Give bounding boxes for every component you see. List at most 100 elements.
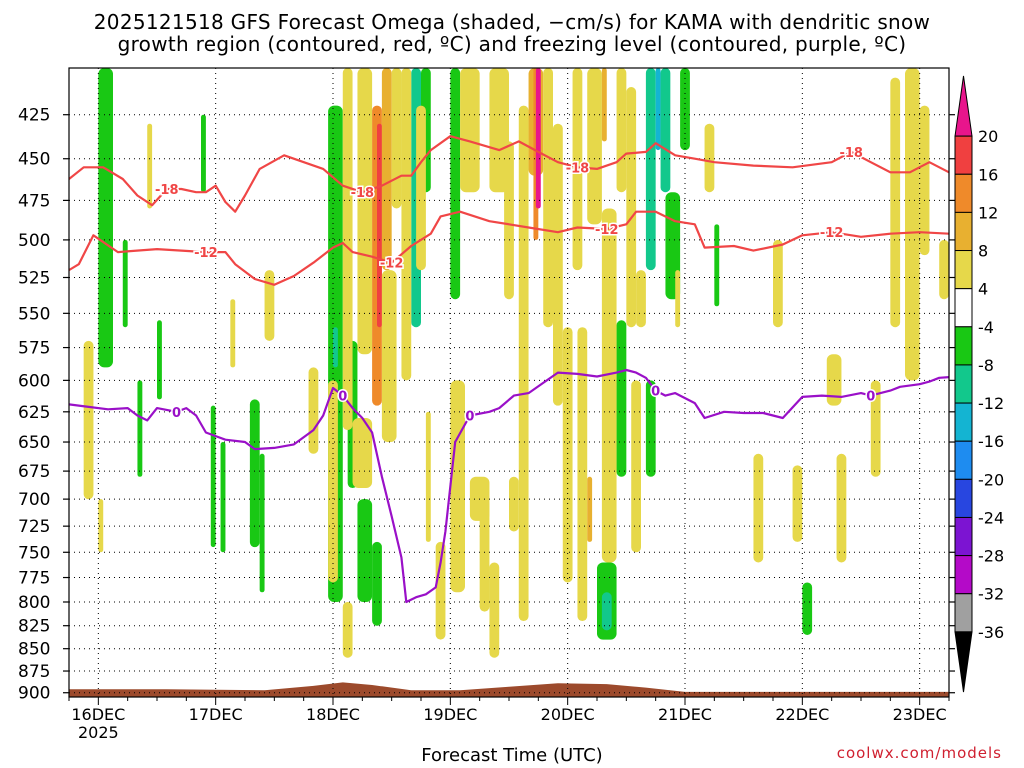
- omega-blob: [479, 499, 490, 612]
- contour-label: -18: [566, 161, 590, 176]
- contour-label: 0: [465, 410, 474, 425]
- colorbar-label: 16: [978, 165, 998, 184]
- omega-blob: [342, 68, 353, 431]
- colorbar: 20 16 12 8 4 -4 -8 -12 -16 -20 -24 -28 -32 -36: [954, 75, 1004, 693]
- time-tick-label: 16DEC: [71, 705, 125, 724]
- terrain-layer: [69, 682, 949, 697]
- omega-blob: [680, 68, 690, 151]
- omega-blob: [577, 327, 588, 622]
- contour-label: -18: [155, 183, 179, 198]
- pressure-tick-label: 450: [18, 150, 50, 170]
- omega-blob: [631, 380, 641, 553]
- omega-blob: [83, 340, 94, 500]
- pressure-tick-label: 500: [18, 231, 50, 251]
- colorbar-top-arrow: [954, 75, 973, 137]
- contour-line: [69, 368, 949, 604]
- contour-label: 0: [866, 390, 875, 405]
- omega-blob: [157, 320, 162, 400]
- omega-blob: [572, 68, 583, 271]
- colorbar-swatch: [954, 211, 973, 252]
- omega-blob: [939, 239, 949, 300]
- omega-blob: [645, 380, 656, 477]
- omega-blob: [504, 141, 514, 300]
- colorbar-label: -28: [978, 547, 1004, 566]
- pressure-tick-label: 825: [18, 617, 50, 637]
- contour-label: -12: [820, 226, 844, 241]
- contour-label: -12: [194, 246, 218, 261]
- time-tick-label: 17DEC: [189, 705, 243, 724]
- omega-blob: [792, 465, 803, 542]
- omega-blob: [259, 453, 265, 593]
- pressure-tick-label: 600: [18, 371, 50, 391]
- omega-blob: [518, 105, 529, 622]
- omega-blob: [601, 208, 617, 563]
- omega-blob: [890, 77, 901, 328]
- colorbar-swatch: [954, 402, 973, 442]
- time-tick-label: 21DEC: [658, 705, 712, 724]
- omega-blob: [450, 68, 461, 300]
- omega-blob: [616, 320, 627, 477]
- omega-blob: [147, 123, 153, 209]
- omega-blob: [587, 68, 602, 225]
- pressure-tick-label: 525: [18, 268, 50, 288]
- year-label: 2025: [78, 723, 119, 742]
- colorbar-swatch: [954, 288, 973, 328]
- omega-blob: [460, 68, 480, 193]
- omega-blob: [381, 68, 392, 271]
- omega-blob: [714, 224, 720, 307]
- omega-blob: [391, 68, 402, 209]
- pressure-tick-label: 800: [18, 593, 50, 613]
- colorbar-swatch: [954, 593, 973, 633]
- contour-label: -12: [595, 223, 619, 238]
- omega-blob: [98, 68, 113, 368]
- colorbar-label: 8: [978, 242, 988, 261]
- source-credit[interactable]: coolwx.com/models: [836, 744, 1002, 762]
- colorbar-label: 4: [978, 280, 988, 299]
- omega-blob: [836, 453, 847, 563]
- omega-blob: [210, 405, 216, 548]
- omega-blob: [425, 411, 431, 542]
- omega-blob: [773, 239, 783, 328]
- omega-blob: [122, 239, 128, 328]
- omega-blob: [753, 453, 764, 563]
- contour-label: -18: [839, 146, 863, 161]
- omega-blob: [655, 68, 661, 151]
- x-axis-title: Forecast Time (UTC): [421, 745, 603, 766]
- omega-blob: [372, 541, 382, 626]
- omega-blob: [450, 380, 465, 593]
- colorbar-label: -8: [978, 356, 994, 375]
- colorbar-label: -4: [978, 318, 994, 337]
- omega-blob: [489, 562, 500, 658]
- omega-blob: [870, 380, 881, 477]
- omega-blob: [357, 499, 373, 602]
- omega-blob: [377, 123, 382, 328]
- omega-blob: [137, 380, 143, 477]
- colorbar-swatch: [954, 555, 973, 595]
- colorbar-label: -16: [978, 432, 1004, 451]
- omega-blob: [333, 327, 338, 368]
- pressure-tick-label: 575: [18, 339, 50, 359]
- pressure-tick-label: 725: [18, 517, 50, 537]
- omega-blob: [342, 601, 353, 658]
- omega-blob: [328, 380, 338, 583]
- omega-blob: [509, 476, 519, 532]
- colorbar-label: 20: [978, 127, 998, 146]
- colorbar-swatch: [954, 364, 973, 404]
- omega-blob: [435, 541, 446, 640]
- gridlines: [69, 68, 949, 697]
- contour-label: 0: [651, 385, 660, 400]
- pressure-tick-label: 625: [18, 403, 50, 423]
- omega-blob: [905, 68, 920, 381]
- omega-blob: [201, 114, 206, 193]
- omega-blob: [587, 476, 593, 542]
- omega-blob: [645, 68, 656, 271]
- pressure-axis: 425 450 475 500 525 550 575 600 625 650 675 700 725 7…: [18, 106, 955, 704]
- contour-line: [69, 210, 949, 286]
- pressure-tick-label: 675: [18, 462, 50, 482]
- colorbar-label: -20: [978, 470, 1004, 489]
- colorbar-label: -12: [978, 394, 1004, 413]
- omega-blob: [636, 270, 646, 328]
- terrain-fill: [69, 682, 949, 697]
- colorbar-swatch: [954, 516, 973, 557]
